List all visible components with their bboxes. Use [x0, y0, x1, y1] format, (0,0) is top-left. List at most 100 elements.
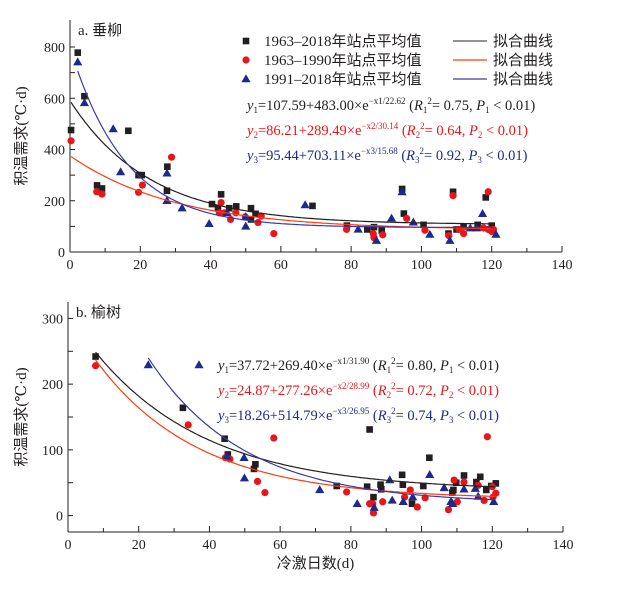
- square-point: [214, 204, 222, 212]
- equation-part: < 0.01): [453, 358, 499, 374]
- equation-part: 1: [449, 365, 454, 375]
- triangle-point: [408, 492, 418, 501]
- equation-part: −x1/31.90: [332, 356, 369, 366]
- equation-part: y: [216, 408, 225, 424]
- triangle-point: [300, 200, 310, 209]
- legend-label: 1963–1990年站点平均值: [264, 52, 422, 69]
- square-point: [476, 473, 484, 481]
- panel-b-elm: 0 20 40 60 80 100 120 140 0 100 200 300 积温需求(℃·d) b. …: [13, 302, 574, 572]
- equation-part: y: [245, 148, 254, 164]
- equation-part: (: [369, 383, 378, 399]
- square-point: [67, 126, 75, 134]
- equation-part: R: [406, 123, 416, 139]
- square-point: [370, 493, 377, 501]
- circle-point: [444, 506, 453, 514]
- circle-point: [217, 198, 225, 207]
- equation-part: −x2/28.99: [332, 381, 369, 391]
- triangle-point: [439, 483, 449, 492]
- x-tick-label: 100: [411, 538, 432, 553]
- equation-part: R: [405, 148, 415, 164]
- equation-part: (: [369, 358, 378, 374]
- circle-point: [138, 181, 146, 189]
- circle-point: [342, 225, 351, 234]
- square-point: [400, 210, 408, 217]
- legend-line-label: 拟合曲线: [493, 33, 553, 50]
- equation-part: =18.26+514.79×e: [229, 408, 332, 424]
- equation-part: 3: [477, 155, 482, 165]
- equation-part: y: [245, 123, 254, 139]
- equation-part: P: [468, 123, 478, 139]
- square-point: [364, 226, 371, 233]
- equation-part: 1: [485, 105, 490, 115]
- legend-label: 1991–2018年站点平均值: [264, 71, 422, 88]
- triangle-point: [143, 360, 153, 369]
- circle-point: [450, 476, 458, 484]
- y-tick-label: 800: [44, 41, 65, 56]
- square-point: [125, 127, 132, 135]
- square-point: [473, 478, 480, 486]
- equation-part: = 0.92,: [424, 148, 468, 164]
- equation-part: 1: [423, 105, 428, 115]
- square-point: [420, 482, 427, 490]
- y-tick-label: 300: [42, 312, 63, 327]
- equation-part: −x3/15.68: [361, 146, 398, 156]
- circle-point: [254, 218, 262, 227]
- triangle-point: [116, 167, 126, 176]
- triangle-point: [445, 235, 455, 244]
- fit-curve-2: [70, 156, 491, 230]
- legend-line-label: 拟合曲线: [493, 52, 553, 69]
- x-axis-label: 冷激日数(d): [277, 555, 355, 572]
- triangle-point: [491, 229, 501, 238]
- triangle-point: [108, 124, 118, 133]
- equation-part: 3: [387, 415, 392, 425]
- triangle-point: [352, 498, 362, 507]
- square-point: [482, 194, 490, 201]
- equation-part: P: [475, 98, 485, 114]
- square-point: [426, 454, 433, 462]
- x-tick-label: 40: [202, 538, 216, 553]
- triangle-point: [397, 187, 407, 196]
- circle-point: [403, 214, 411, 223]
- triangle-point: [162, 168, 172, 177]
- equation-part: = 0.64,: [425, 123, 469, 139]
- y-tick-label: 0: [58, 246, 65, 261]
- series-3: [73, 57, 501, 244]
- square-point: [92, 353, 99, 360]
- triangle-point: [459, 484, 469, 493]
- square-point: [343, 222, 351, 229]
- circle-point: [167, 153, 176, 161]
- equation-part: = 0.80,: [396, 358, 440, 374]
- equation-part: 2: [478, 130, 483, 140]
- panel-label: b. 榆树: [76, 304, 121, 321]
- equation-2: y2=24.87+277.26×e−x2/28.99 (R22= 0.72, P…: [216, 381, 499, 400]
- equation-1: y1=107.59+483.00×e−x1/22.62 (R12= 0.75, …: [245, 96, 535, 115]
- equation-part: (: [398, 123, 407, 139]
- equation-part: 3: [224, 415, 229, 425]
- triangle-point: [371, 235, 382, 244]
- triangle-point: [369, 502, 379, 511]
- square-point: [74, 49, 82, 56]
- triangle-point: [489, 496, 499, 505]
- equation-part: 2: [391, 406, 396, 416]
- triangle-point: [204, 219, 214, 228]
- equation-part: < 0.01): [453, 408, 499, 424]
- equation-part: 2: [420, 121, 425, 131]
- equation-1: y1=37.72+269.40×e−x1/31.90 (R12= 0.80, P…: [216, 356, 499, 375]
- x-tick-label: 120: [481, 258, 502, 273]
- square-point: [377, 485, 385, 493]
- square-point: [460, 472, 468, 479]
- square-point: [482, 486, 490, 494]
- circle-point: [421, 226, 429, 234]
- legend-square-marker: [242, 37, 250, 45]
- square-point: [247, 204, 255, 212]
- triangle-point: [425, 470, 435, 479]
- triangle-point: [398, 496, 408, 505]
- equation-part: = 0.72,: [396, 383, 440, 399]
- x-tick-label: 80: [344, 258, 358, 273]
- circle-point: [184, 421, 192, 429]
- equation-part: −x3/26.95: [332, 406, 369, 416]
- triangle-point: [385, 475, 395, 484]
- equation-part: < 0.01): [453, 383, 499, 399]
